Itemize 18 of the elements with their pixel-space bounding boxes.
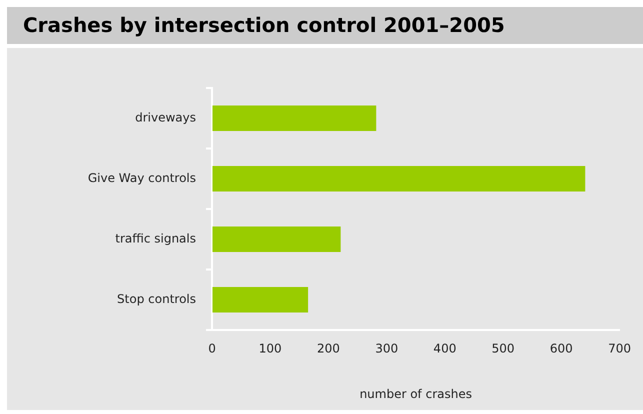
x-axis-title: number of crashes xyxy=(360,386,472,401)
x-tick-label: 300 xyxy=(375,341,398,356)
x-tick-label: 0 xyxy=(208,341,216,356)
chart-title: Crashes by intersection control 2001–2005 xyxy=(7,7,643,44)
y-tick-label: Give Way controls xyxy=(88,170,196,185)
x-tick-label: 200 xyxy=(316,341,340,356)
bar xyxy=(212,226,341,252)
y-tick-label: Stop controls xyxy=(117,292,196,306)
x-tick-label: 100 xyxy=(258,341,282,356)
bar xyxy=(212,166,586,192)
x-tick-label: 700 xyxy=(608,341,631,356)
bar xyxy=(212,287,308,312)
x-tick-label: 400 xyxy=(433,341,456,356)
bar xyxy=(212,106,376,131)
x-tick-label: 600 xyxy=(550,341,573,356)
y-tick-label: traffic signals xyxy=(115,231,196,246)
y-tick-label: driveways xyxy=(135,110,196,124)
x-tick-label: 500 xyxy=(492,341,515,356)
